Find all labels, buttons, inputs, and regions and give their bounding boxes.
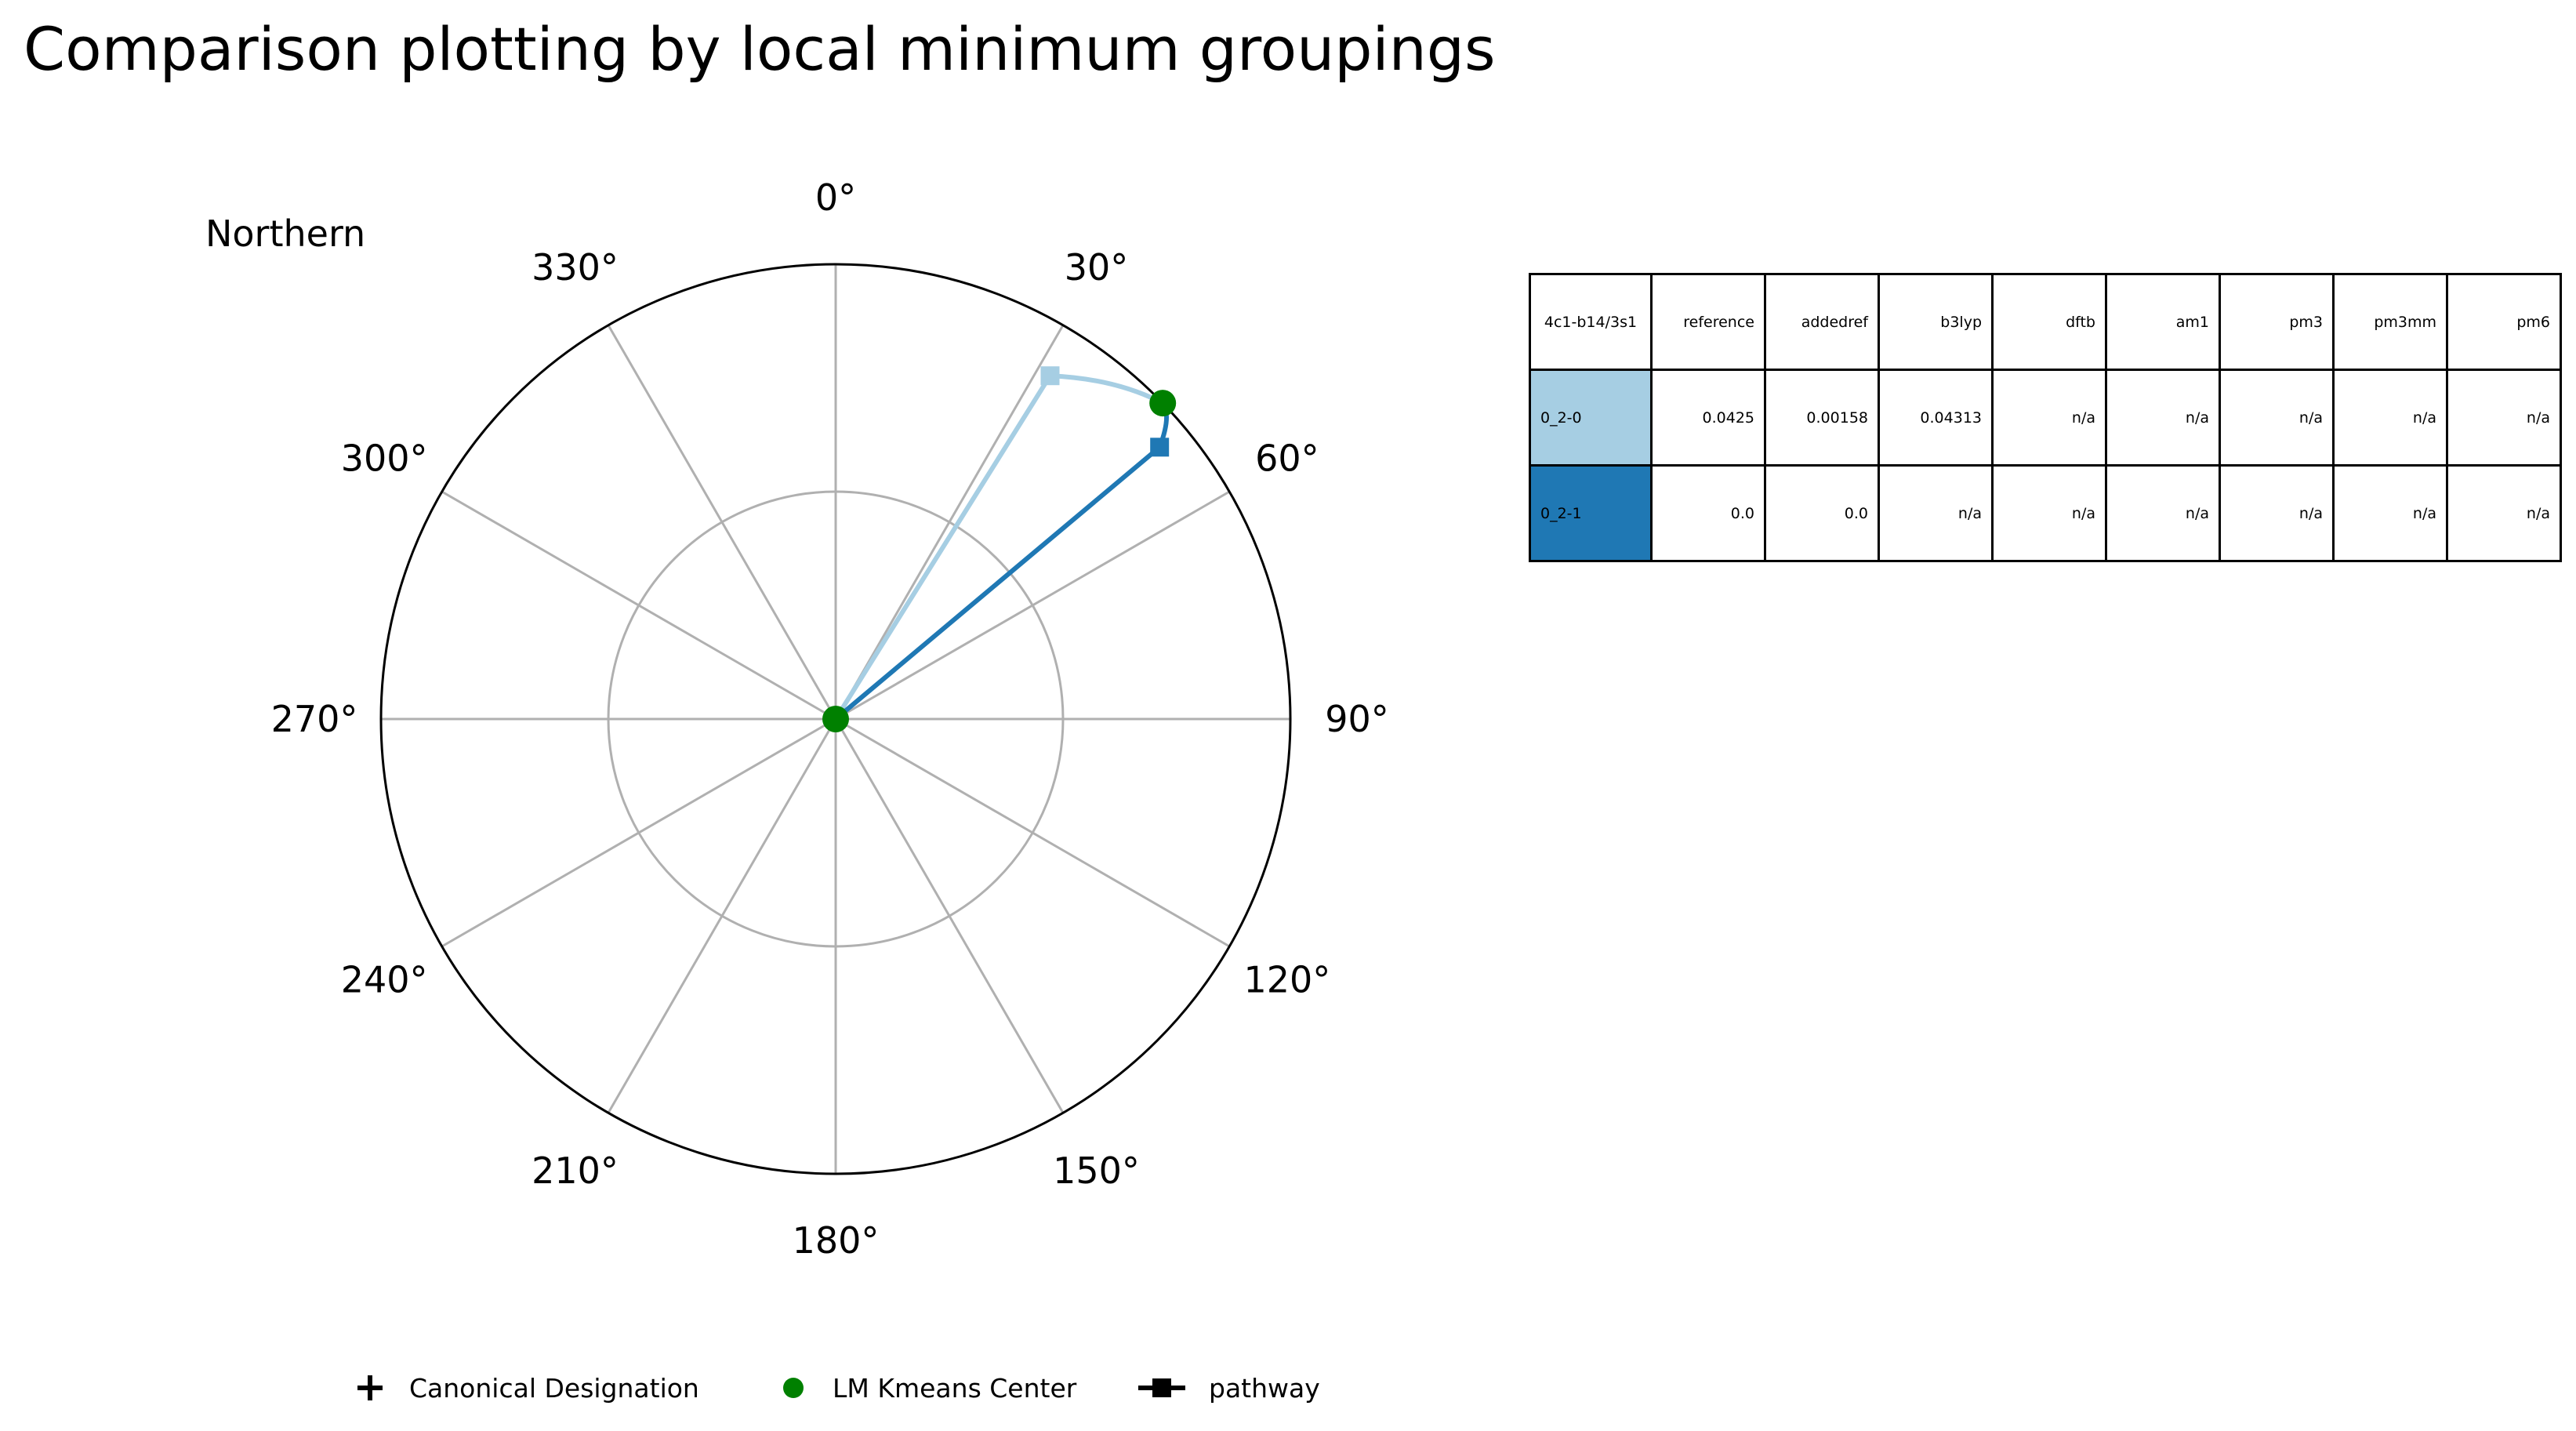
theta-tick-label: 150° [1053,1150,1140,1192]
table-header-cell: b3lyp [1878,273,1994,371]
table-cell: n/a [2105,369,2221,467]
row-label-cell: 0_2-0 [1529,369,1653,467]
legend-item-kmeans: LM Kmeans Center [776,1364,1076,1411]
table-row: 0_2-0 0.0425 0.00158 0.04313 n/a n/a n/a… [1529,369,2562,467]
legend-label: Canonical Designation [409,1372,699,1404]
line-square-marker-icon [1138,1378,1185,1397]
table-header-cell: am1 [2105,273,2221,371]
polar-frame [379,263,1292,1175]
table-cell: 0.0 [1764,464,1880,562]
table-cell: 0.00158 [1764,369,1880,467]
table-header-row: 4c1-b14/3s1 reference addedref b3lyp dft… [1529,273,2562,371]
table-cell: n/a [1991,464,2107,562]
pathway-marker [1150,438,1170,457]
theta-tick-label: 90° [1325,698,1389,740]
theta-tick-label: 120° [1243,959,1330,1001]
table-cell: n/a [2332,464,2448,562]
kmeans-center-point [822,706,849,732]
legend-label: LM Kmeans Center [833,1372,1077,1404]
table-header-cell: pm3 [2219,273,2335,371]
table-header-cell: 4c1-b14/3s1 [1529,273,1653,371]
theta-tick-label: 240° [341,959,428,1001]
theta-tick-label: 0° [815,176,856,219]
theta-tick-label: 180° [793,1219,880,1262]
table-header-cell: dftb [1991,273,2107,371]
table-header-cell: pm6 [2446,273,2562,371]
theta-tick-label: 210° [532,1150,619,1192]
table-cell: n/a [2332,369,2448,467]
legend-item-canonical: Canonical Designation [353,1364,699,1411]
table-cell: 0.0 [1650,464,1766,562]
page-title: Comparison plotting by local minimum gro… [24,14,1496,84]
r-gridline [607,490,1065,948]
table-cell: n/a [2219,369,2335,467]
table-cell: n/a [1991,369,2107,467]
legend-item-pathway: pathway [1137,1364,1320,1411]
table-cell: n/a [2219,464,2335,562]
table-header-cell: pm3mm [2332,273,2448,371]
theta-tick-label: 270° [271,698,358,740]
table-header-cell: reference [1650,273,1766,371]
kmeans-center-point [1149,390,1177,417]
table-row: 0_2-1 0.0 0.0 n/a n/a n/a n/a n/a n/a [1529,464,2562,562]
legend-label: pathway [1209,1372,1320,1404]
theta-tick-label: 300° [341,438,428,480]
pathway-line [833,373,1164,721]
theta-tick-label: 30° [1065,246,1129,289]
table-cell: 0.04313 [1878,369,1994,467]
comparison-table: 4c1-b14/3s1 reference addedref b3lyp dft… [1529,273,2562,562]
plus-marker-icon [357,1375,383,1400]
table-cell: n/a [2105,464,2221,562]
hemisphere-label: Northern [205,212,365,255]
table-cell: n/a [2446,369,2562,467]
table-cell: n/a [2446,464,2562,562]
circle-marker-icon [783,1378,804,1398]
theta-tick-label: 330° [532,246,619,289]
row-label-cell: 0_2-1 [1529,464,1653,562]
theta-tick-label: 60° [1255,438,1319,480]
table-header-cell: addedref [1764,273,1880,371]
polar-chart: 0° 30° 60° 90° 120° 150° 180° 210° 240° 270° 300° 3… [205,176,1389,1262]
pathway-marker [1040,366,1060,386]
table-cell: n/a [1878,464,1994,562]
table-cell: 0.0425 [1650,369,1766,467]
